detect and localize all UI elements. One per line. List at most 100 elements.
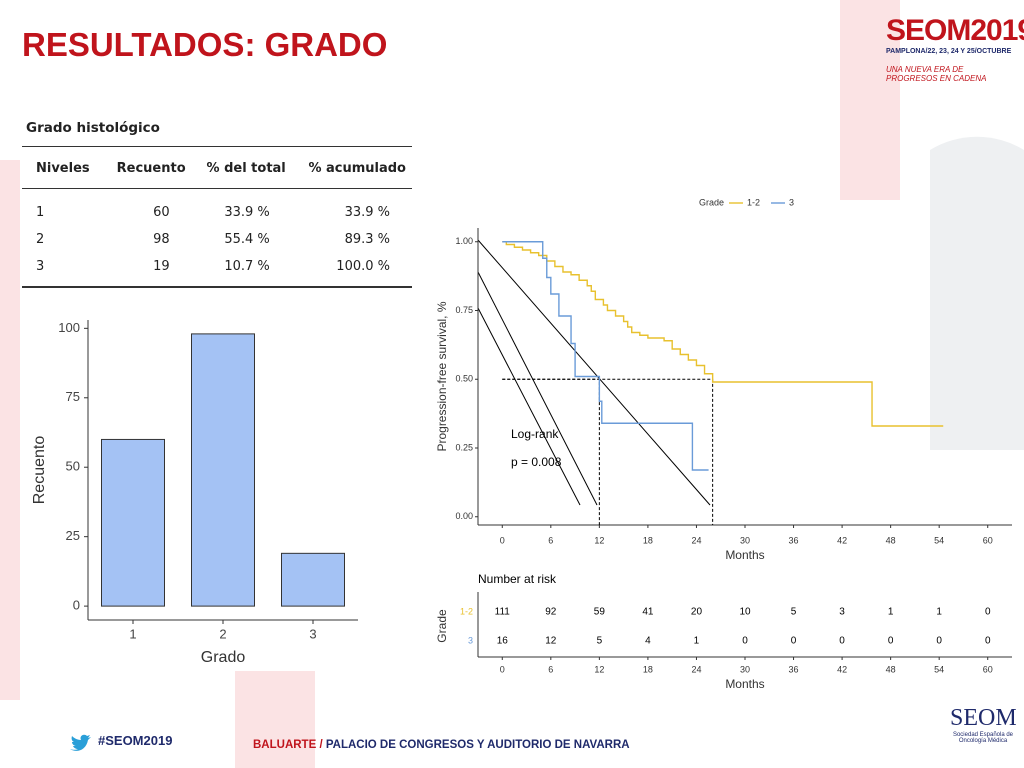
risk-count: 0 (791, 636, 797, 647)
table-row: 3 19 10.7 % 100.0 % (22, 253, 412, 288)
risk-x-tick-label: 48 (886, 664, 896, 674)
x-tick-label: 24 (691, 535, 701, 545)
table-cell: 1 (36, 205, 45, 220)
risk-count: 3 (839, 607, 845, 618)
risk-count: 1 (694, 636, 700, 647)
x-tick-label: 12 (594, 535, 604, 545)
deco-line (477, 307, 581, 506)
median-line (502, 378, 600, 525)
column-header: % acumulado (291, 147, 412, 189)
hashtag: #SEOM2019 (98, 733, 173, 748)
table-cell: 89.3 % (344, 232, 390, 247)
table-cell: 10.7 % (191, 253, 292, 288)
risk-x-tick-label: 42 (837, 664, 847, 674)
risk-count: 0 (839, 636, 845, 647)
risk-count: 4 (645, 636, 651, 647)
risk-count: 10 (739, 607, 751, 618)
y-axis-label: Recuento (31, 436, 48, 505)
x-tick-label: 60 (983, 535, 993, 545)
venue-a: BALUARTE / (253, 739, 323, 751)
deco-line (477, 271, 598, 506)
logo-dates: PAMPLONA/22, 23, 24 Y 25/OCTUBRE (886, 48, 1012, 55)
risk-count: 59 (594, 607, 606, 618)
twitter-icon (70, 734, 91, 751)
survival-curve (502, 241, 709, 471)
table-cell: 55.4 % (224, 232, 270, 247)
hand-drawn-lines (477, 239, 711, 506)
bar (281, 552, 345, 607)
risk-count: 0 (742, 636, 748, 647)
risk-x-tick-label: 60 (983, 664, 993, 674)
x-tick-label: 6 (548, 535, 553, 545)
table-cell: 2 (36, 232, 45, 247)
y-tick-label: 0 (73, 598, 80, 613)
x-tick-label: 2 (219, 626, 226, 641)
x-tick-label: 30 (740, 535, 750, 545)
x-axis-label: Months (725, 548, 764, 562)
x-tick-label: 42 (837, 535, 847, 545)
logo-name: SEOM2019 (886, 14, 1024, 47)
risk-count: 5 (597, 636, 603, 647)
column-header: % del total (191, 147, 292, 189)
legend-label: 3 (789, 197, 794, 207)
table-cell: 60 (153, 205, 170, 220)
risk-x-tick-label: 30 (740, 664, 750, 674)
x-axis-label: Grado (201, 649, 246, 666)
risk-count: 1 (888, 607, 894, 618)
deco-line (477, 239, 711, 506)
risk-count: 0 (985, 607, 991, 618)
legend-label: 1-2 (747, 197, 760, 207)
y-axis-label: Progression-free survival, % (435, 301, 449, 451)
risk-count: 20 (691, 607, 703, 618)
risk-x-tick-label: 54 (934, 664, 944, 674)
deco-shape (0, 160, 20, 700)
org-sub: Sociedad Española de Oncología Médica (952, 732, 1014, 744)
table-cell: 33.9 % (344, 205, 390, 220)
table-cell: 98 (153, 232, 170, 247)
risk-count: 111 (495, 607, 511, 618)
org-name: SEOM (950, 705, 1017, 731)
x-tick-label: 48 (886, 535, 896, 545)
risk-x-tick-label: 18 (643, 664, 653, 674)
x-tick-label: 3 (309, 626, 316, 641)
org-logo: SEOM Sociedad Española de Oncología Médi… (950, 705, 1017, 744)
logo-tagline: UNA NUEVA ERA DE PROGRESOS EN CADENA (886, 65, 987, 83)
bar (101, 438, 165, 607)
risk-x-tick-label: 24 (691, 664, 701, 674)
venue: BALUARTE / PALACIO DE CONGRESOS Y AUDITO… (253, 739, 630, 751)
risk-count: 1 (936, 607, 942, 618)
table-cell: 3 (22, 253, 103, 288)
risk-count: 0 (888, 636, 894, 647)
deco-shape (930, 136, 1024, 450)
x-tick-label: 0 (500, 535, 505, 545)
table-row: 2 98 55.4 % 89.3 % (22, 226, 412, 253)
risk-count: 0 (936, 636, 942, 647)
risk-xlabel: Months (725, 677, 764, 691)
risk-x-tick-label: 0 (500, 664, 505, 674)
x-tick-label: 1 (129, 626, 136, 641)
survival-curve (502, 241, 944, 427)
x-tick-label: 54 (934, 535, 944, 545)
y-tick-label: 75 (66, 389, 80, 404)
column-header: Niveles (22, 147, 103, 189)
risk-group: 1-2 (460, 606, 473, 616)
risk-count: 12 (545, 636, 557, 647)
table-cell: 19 (102, 253, 192, 288)
table-cell: 33.9 % (224, 205, 270, 220)
median-line (502, 378, 714, 525)
deco-shape (840, 0, 900, 200)
y-tick-label: 1.00 (455, 236, 473, 246)
legend-title: Grade (699, 197, 724, 207)
y-tick-label: 25 (66, 528, 80, 543)
risk-x-tick-label: 12 (594, 664, 604, 674)
y-tick-label: 50 (66, 459, 80, 474)
y-tick-label: 100 (58, 320, 80, 335)
x-tick-label: 18 (643, 535, 653, 545)
logo: SEOM2019 PAMPLONA/22, 23, 24 Y 25/OCTUBR… (886, 14, 1024, 83)
y-tick-label: 0.50 (455, 374, 473, 384)
risk-count: 16 (497, 636, 509, 647)
y-tick-label: 0.75 (455, 305, 473, 315)
venue-b: PALACIO DE CONGRESOS Y AUDITORIO DE NAVA… (325, 739, 630, 751)
y-tick-label: 0.00 (455, 511, 473, 521)
